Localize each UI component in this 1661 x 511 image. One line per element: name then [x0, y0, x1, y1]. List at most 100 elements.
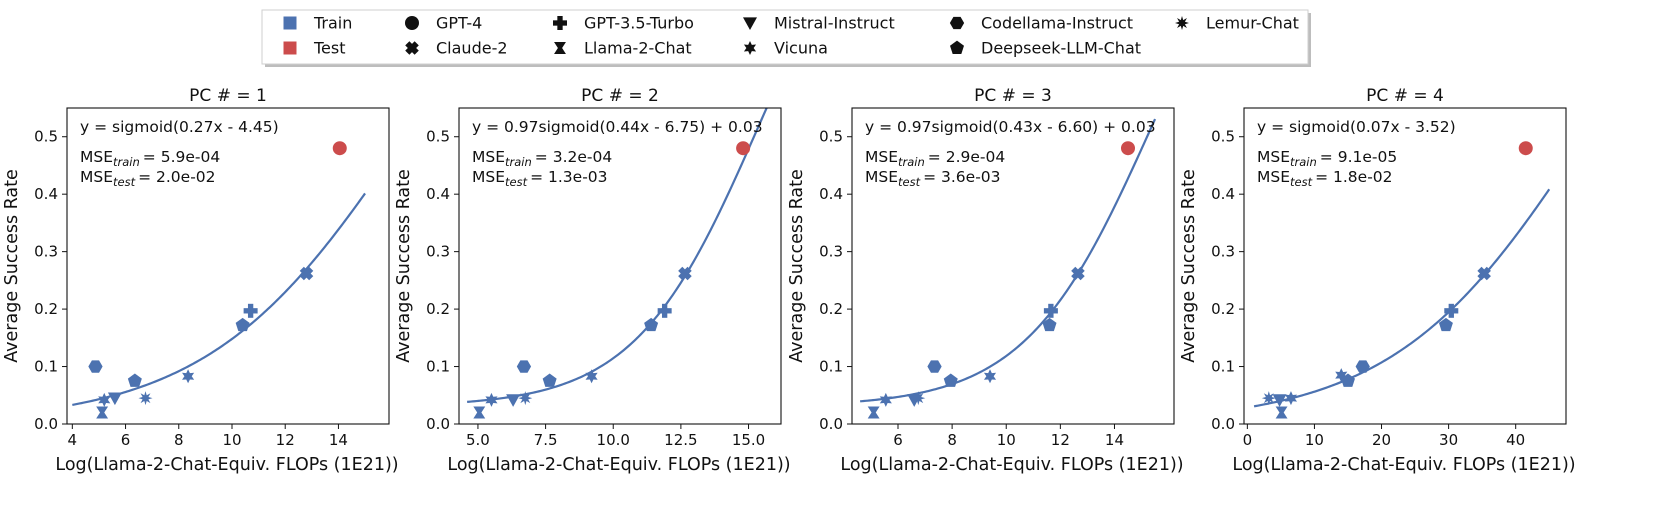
x-tick-label: 12.5	[664, 431, 697, 449]
x-tick-label: 12	[276, 431, 295, 449]
x-tick-label: 5.0	[466, 431, 490, 449]
x-tick-label: 15.0	[732, 431, 765, 449]
data-point-llama-2-chat	[473, 406, 486, 419]
y-tick-label: 0.0	[34, 415, 58, 433]
legend-label: GPT-4	[436, 14, 482, 33]
x-tick-label: 30	[1439, 431, 1458, 449]
data-point-vicuna	[182, 369, 195, 384]
data-point-llama-2-chat	[1275, 406, 1288, 419]
mse-train-label: MSEtrain = 3.2e-04	[472, 148, 612, 169]
y-tick-label: 0.0	[426, 415, 450, 433]
legend: Train Test GPT-4 Claude-2 GPT-3.5-Turbo Llama…	[261, 9, 1311, 67]
legend-marker-bowtie-icon	[554, 42, 566, 54]
y-tick-label: 0.3	[34, 243, 58, 261]
x-tick-label: 10.0	[597, 431, 630, 449]
legend-label: Train	[313, 14, 352, 33]
legend-label: Test	[313, 39, 346, 58]
data-point-lemur-chat	[518, 391, 533, 406]
data-point-deepseek-llm-chat	[1042, 317, 1057, 332]
legend-marker-square-test-icon	[283, 41, 297, 55]
y-axis-label: Average Success Rate	[787, 169, 807, 363]
chart-title: PC # = 4	[1366, 86, 1444, 106]
legend-label: Vicuna	[774, 39, 828, 58]
x-axis-label: Log(Llama-2-Chat-Equiv. FLOPs (1E21))	[55, 455, 398, 475]
y-tick-label: 0.1	[819, 358, 843, 376]
x-axis-label: Log(Llama-2-Chat-Equiv. FLOPs (1E21))	[840, 455, 1183, 475]
data-point-vicuna	[585, 369, 598, 384]
y-tick-label: 0.3	[819, 243, 843, 261]
legend-marker-star-8-icon	[1175, 16, 1189, 30]
x-tick-label: 7.5	[534, 431, 558, 449]
data-point-mistral-instruct	[506, 394, 521, 407]
x-tick-label: 6	[893, 431, 903, 449]
x-tick-label: 20	[1372, 431, 1391, 449]
data-point-claude-2	[299, 266, 314, 281]
data-point-vicuna	[879, 392, 892, 407]
legend-marker-x-cross-icon	[405, 41, 419, 55]
x-tick-label: 14	[1105, 431, 1124, 449]
data-point-deepseek-llm-chat	[235, 317, 250, 332]
legend-frame	[261, 9, 1309, 65]
y-axis-label: Average Success Rate	[394, 169, 414, 363]
data-point-gpt-3-5-turbo	[1043, 303, 1058, 318]
data-point-deepseek-llm-chat	[644, 317, 659, 332]
y-axis-label: Average Success Rate	[2, 169, 22, 363]
y-tick-label: 0.2	[426, 300, 450, 318]
legend-marker-circle-icon	[405, 16, 419, 30]
data-point-mistral-instruct	[1272, 394, 1287, 407]
legend-label: Llama-2-Chat	[584, 39, 692, 58]
mse-test-label: MSEtest = 1.3e-03	[472, 168, 608, 189]
legend-marker-star-6-icon	[743, 41, 757, 55]
data-point-mistral-instruct	[107, 392, 122, 406]
data-point-deepseek-llm-chat	[1340, 373, 1355, 387]
legend-label: Codellama-Instruct	[981, 14, 1133, 33]
y-tick-label: 0.4	[34, 185, 58, 203]
fit-equation: y = 0.97sigmoid(0.44x - 6.75) + 0.03	[472, 118, 763, 136]
data-point-vicuna	[485, 392, 498, 407]
legend-marker-plus-icon	[553, 16, 567, 30]
data-point-codellama-instruct	[88, 360, 103, 373]
data-point-lemur-chat	[1261, 391, 1276, 406]
chart-panel-2: PC # = 2 0.0 0.1 0.2 0.3 0.4 0.5 5.0 7.5 10.0 12.5…	[394, 86, 791, 475]
y-tick-label: 0.2	[34, 300, 58, 318]
data-point-claude-2	[1477, 266, 1491, 281]
x-tick-label: 10	[222, 431, 241, 449]
x-tick-label: 0	[1243, 431, 1253, 449]
fit-equation: y = 0.97sigmoid(0.43x - 6.60) + 0.03	[865, 118, 1156, 136]
data-point-gpt-3-5-turbo	[243, 303, 258, 318]
y-tick-label: 0.4	[1211, 185, 1235, 203]
mse-test-label: MSEtest = 1.8e-02	[1257, 168, 1393, 189]
y-tick-label: 0.3	[426, 243, 450, 261]
y-tick-label: 0.5	[426, 128, 450, 146]
y-tick-label: 0.2	[1211, 300, 1235, 318]
y-tick-label: 0.3	[1211, 243, 1235, 261]
legend-marker-pentagon-icon	[950, 40, 964, 54]
data-point-deepseek-llm-chat	[127, 373, 142, 387]
data-point-codellama-instruct	[1355, 360, 1370, 373]
data-point-deepseek-llm-chat	[1438, 317, 1453, 332]
x-tick-label: 8	[174, 431, 184, 449]
chart-panel-4: PC # = 4 0.0 0.1 0.2 0.3 0.4 0.5 0 10 20 30 40 Log(L…	[1179, 86, 1576, 475]
mse-test-label: MSEtest = 2.0e-02	[80, 168, 216, 189]
y-tick-label: 0.0	[1211, 415, 1235, 433]
fit-equation: y = sigmoid(0.07x - 3.52)	[1257, 118, 1456, 136]
data-point-deepseek-llm-chat	[542, 373, 557, 387]
panels: PC # = 1 0.0 0.1 0.2 0.3 0.4 0.5 4 6 8 10 12 14 Log(L…	[2, 86, 1576, 475]
chart-panel-1: PC # = 1 0.0 0.1 0.2 0.3 0.4 0.5 4 6 8 10 12 14 Log(L…	[2, 86, 399, 475]
x-tick-label: 4	[68, 431, 78, 449]
mse-test-label: MSEtest = 3.6e-03	[865, 168, 1001, 189]
data-point-gpt-4	[1121, 141, 1135, 156]
y-tick-label: 0.1	[426, 358, 450, 376]
mse-train-label: MSEtrain = 9.1e-05	[1257, 148, 1397, 169]
mse-train-label: MSEtrain = 2.9e-04	[865, 148, 1005, 169]
plot-frame	[851, 107, 1175, 425]
data-point-vicuna	[983, 369, 997, 384]
fit-equation: y = sigmoid(0.27x - 4.45)	[80, 118, 279, 136]
data-point-gpt-3-5-turbo	[657, 303, 672, 318]
x-tick-label: 8	[947, 431, 957, 449]
plot-frame	[66, 107, 390, 425]
data-point-gpt-3-5-turbo	[1444, 303, 1459, 318]
x-axis-label: Log(Llama-2-Chat-Equiv. FLOPs (1E21))	[447, 455, 790, 475]
x-tick-label: 40	[1506, 431, 1525, 449]
